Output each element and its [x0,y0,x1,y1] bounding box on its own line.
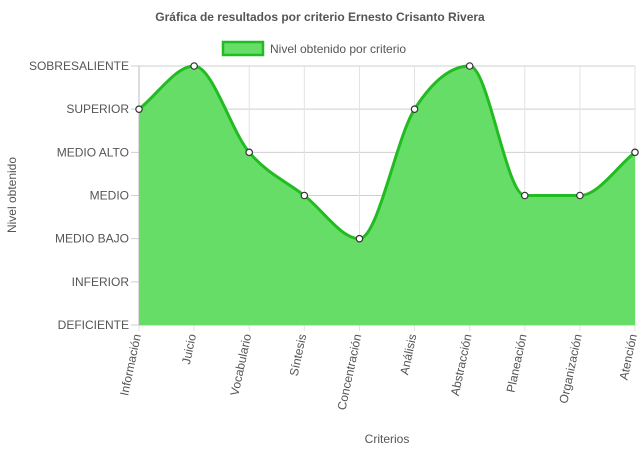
y-tick-label: MEDIO BAJO [55,232,129,246]
chart-title: Gráfica de resultados por criterio Ernes… [155,10,485,24]
data-point[interactable] [576,191,584,200]
y-tick-label: SUPERIOR [66,102,129,116]
x-tick-label: Información [117,333,144,397]
data-point[interactable] [135,105,143,113]
data-point[interactable] [631,148,639,157]
x-tick-label: Síntesis [287,333,310,378]
y-tick-label: MEDIO ALTO [57,145,129,159]
data-point[interactable] [190,62,198,70]
series-area [138,64,636,325]
series-area-fill [139,66,635,325]
y-axis-title: Nivel obtenido [5,157,19,233]
x-tick-label: Organización [556,333,584,405]
x-tick-label: Análisis [397,333,419,376]
data-point[interactable] [300,191,309,200]
data-point[interactable] [245,148,254,157]
data-point[interactable] [410,105,419,113]
x-axis-ticks: Información Juicio Vocabulario Síntesis Conc… [117,332,639,411]
x-tick-label: Vocabulario [227,332,254,397]
x-tick-label: Planeación [504,333,530,394]
data-points [135,62,639,243]
y-tick-label: MEDIO [90,189,129,203]
data-point[interactable] [355,234,364,243]
x-axis-title: Criterios [365,432,410,446]
legend-swatch [221,40,265,57]
y-tick-label: DEFICIENTE [58,318,129,332]
x-tick-label: Atención [617,333,639,382]
series-line [138,64,636,241]
legend[interactable]: Nivel obtenido por criterio [221,40,406,57]
x-tick-label: Concentración [335,333,365,412]
data-point[interactable] [520,191,529,200]
y-axis-ticks: DEFICIENTE INFERIOR MEDIO BAJO MEDIO MEDIO A… [29,59,129,332]
y-tick-label: INFERIOR [72,275,130,289]
legend-label: Nivel obtenido por criterio [270,42,406,56]
y-tick-label: SOBRESALIENTE [29,59,129,73]
x-tick-label: Juicio [179,332,199,365]
x-tick-label: Abstracción [448,333,475,397]
data-point[interactable] [465,62,474,70]
